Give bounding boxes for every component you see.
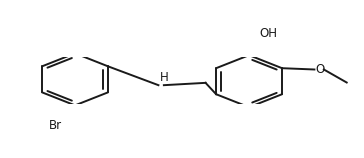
Text: O: O [316, 63, 325, 76]
Text: H: H [160, 71, 169, 84]
Text: OH: OH [259, 27, 277, 40]
Text: Br: Br [49, 119, 62, 132]
